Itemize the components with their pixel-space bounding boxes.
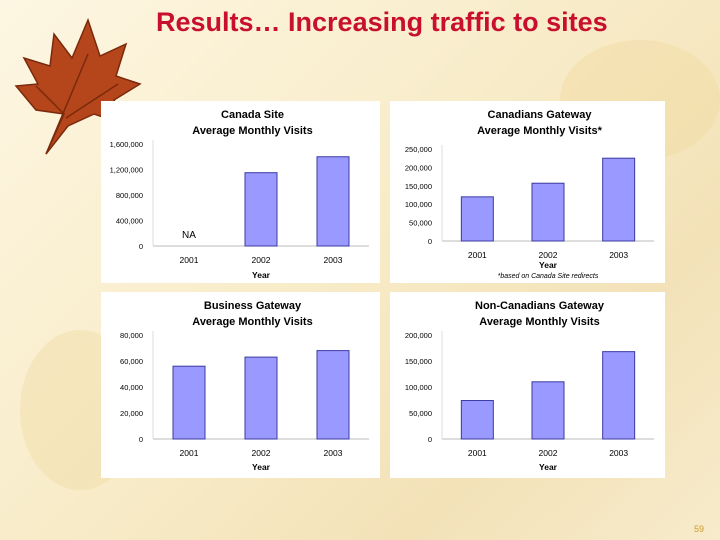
chart-title: Business Gateway <box>204 300 302 312</box>
y-tick-label: 0 <box>428 237 432 246</box>
slide-title: Results… Increasing traffic to sites <box>156 7 608 37</box>
bar <box>602 157 636 242</box>
y-tick-label: 50,000 <box>409 409 432 418</box>
x-tick-label: 2003 <box>609 448 628 458</box>
bar <box>531 381 565 440</box>
bar <box>531 182 565 242</box>
y-tick-label: 200,000 <box>405 163 432 172</box>
chart-subtitle: Average Monthly Visits <box>192 125 312 137</box>
y-tick-label: 200,000 <box>405 331 432 340</box>
x-tick-label: 2003 <box>324 255 343 265</box>
y-tick-label: 100,000 <box>405 383 432 392</box>
chart-footnote: *based on Canada Site redirects <box>498 273 599 280</box>
y-tick-label: 250,000 <box>405 145 432 154</box>
bar <box>316 156 350 247</box>
x-tick-label: 2001 <box>180 255 199 265</box>
x-tick-label: 2001 <box>180 448 199 458</box>
chart-canadians-gateway: Canadians Gateway Average Monthly Visits*… <box>390 101 665 283</box>
y-tick-label: 0 <box>139 435 143 444</box>
x-axis-label: Year <box>252 270 271 280</box>
x-tick-label: 2003 <box>324 448 343 458</box>
chart-subtitle: Average Monthly Visits <box>192 316 312 328</box>
bar <box>244 172 278 247</box>
chart-title: Canadians Gateway <box>488 109 593 121</box>
y-tick-label: 400,000 <box>116 217 143 226</box>
y-tick-label: 0 <box>139 242 143 251</box>
bar <box>602 351 636 440</box>
y-tick-label: 800,000 <box>116 191 143 200</box>
chart-canada-site: Canada Site Average Monthly Visits 0 400,00… <box>101 101 380 283</box>
x-tick-label: 2001 <box>468 250 487 260</box>
x-tick-label: 2002 <box>539 448 558 458</box>
y-tick-label: 1,200,000 <box>110 166 143 175</box>
bar <box>172 365 206 440</box>
page-number: 59 <box>693 524 704 534</box>
x-tick-label: 2001 <box>468 448 487 458</box>
bar <box>460 400 494 440</box>
chart-title: Non-Canadians Gateway <box>475 300 605 312</box>
y-tick-label: 1,600,000 <box>110 140 143 149</box>
y-tick-label: 0 <box>428 435 432 444</box>
y-tick-label: 150,000 <box>405 357 432 366</box>
bar <box>316 350 350 440</box>
x-axis-label: Year <box>539 260 558 270</box>
bar-annotation: NA <box>182 230 196 241</box>
bar <box>244 356 278 440</box>
chart-subtitle: Average Monthly Visits <box>479 316 599 328</box>
y-tick-label: 80,000 <box>120 331 143 340</box>
y-tick-label: 150,000 <box>405 182 432 191</box>
y-tick-label: 20,000 <box>120 409 143 418</box>
x-axis-label: Year <box>539 462 558 472</box>
chart-subtitle: Average Monthly Visits* <box>477 125 602 137</box>
chart-title: Canada Site <box>221 109 284 121</box>
chart-business-gateway: Business Gateway Average Monthly Visits 0 2… <box>101 292 380 478</box>
y-tick-label: 100,000 <box>405 200 432 209</box>
y-tick-label: 40,000 <box>120 383 143 392</box>
x-tick-label: 2003 <box>609 250 628 260</box>
bar <box>460 196 494 242</box>
x-tick-label: 2002 <box>252 255 271 265</box>
y-tick-label: 60,000 <box>120 357 143 366</box>
y-tick-label: 50,000 <box>409 219 432 228</box>
x-tick-label: 2002 <box>539 250 558 260</box>
chart-non-canadians-gateway: Non-Canadians Gateway Average Monthly Vis… <box>390 292 665 478</box>
x-axis-label: Year <box>252 462 271 472</box>
x-tick-label: 2002 <box>252 448 271 458</box>
